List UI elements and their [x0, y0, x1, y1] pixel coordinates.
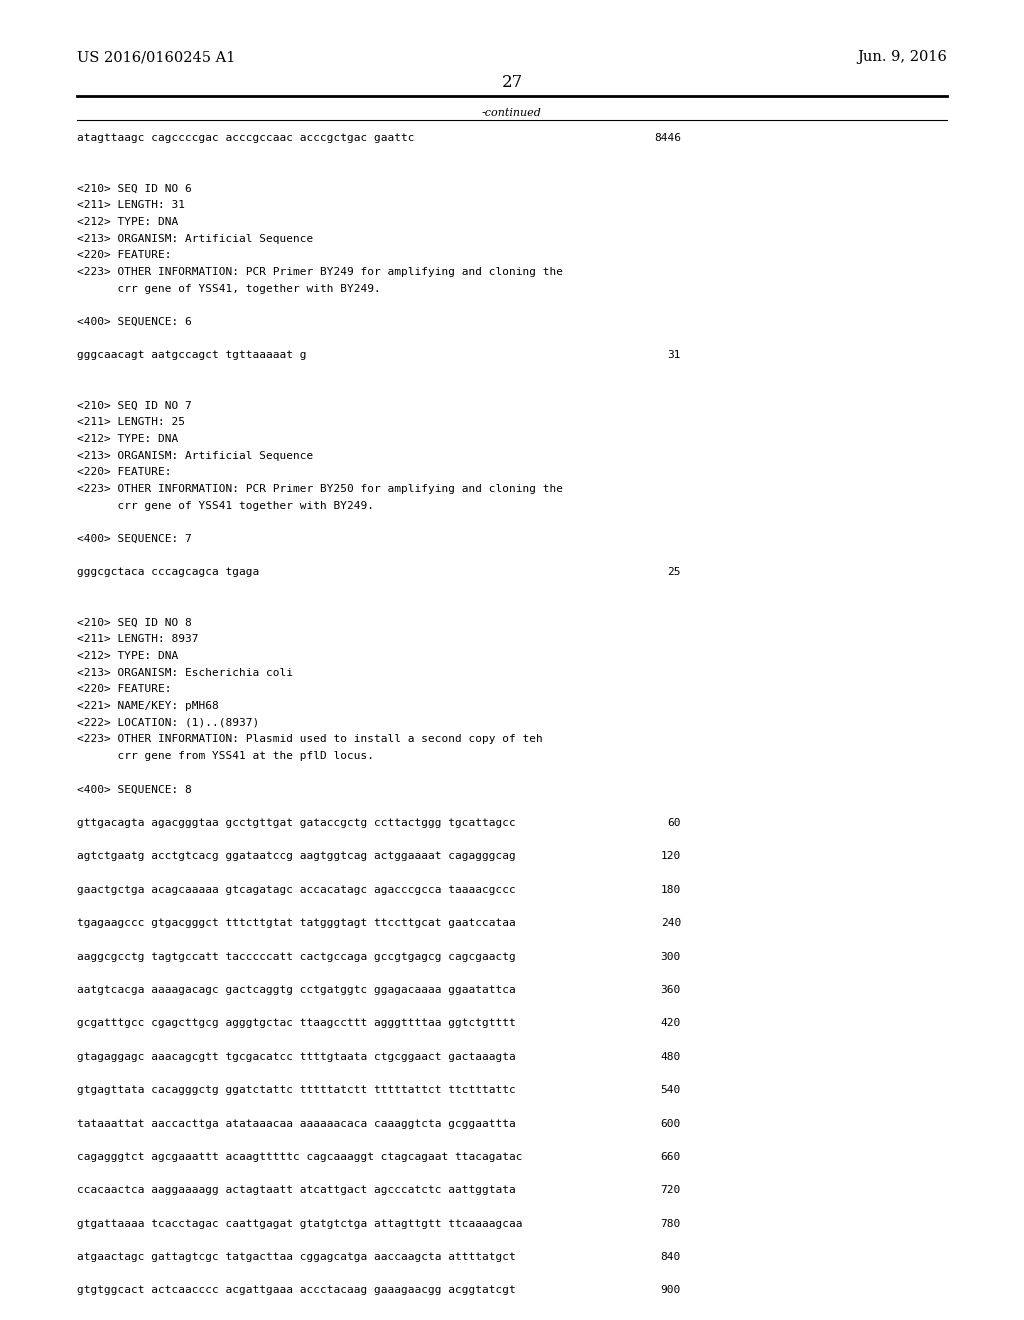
Text: 900: 900: [660, 1286, 681, 1295]
Text: gtgagttata cacagggctg ggatctattc tttttatctt tttttattct ttctttattc: gtgagttata cacagggctg ggatctattc tttttat…: [77, 1085, 515, 1096]
Text: <400> SEQUENCE: 8: <400> SEQUENCE: 8: [77, 784, 191, 795]
Text: 120: 120: [660, 851, 681, 862]
Text: <211> LENGTH: 8937: <211> LENGTH: 8937: [77, 634, 199, 644]
Text: <211> LENGTH: 25: <211> LENGTH: 25: [77, 417, 184, 428]
Text: gtagaggagc aaacagcgtt tgcgacatcc ttttgtaata ctgcggaact gactaaagta: gtagaggagc aaacagcgtt tgcgacatcc ttttgta…: [77, 1052, 515, 1061]
Text: 540: 540: [660, 1085, 681, 1096]
Text: US 2016/0160245 A1: US 2016/0160245 A1: [77, 50, 236, 65]
Text: crr gene of YSS41 together with BY249.: crr gene of YSS41 together with BY249.: [77, 500, 374, 511]
Text: <223> OTHER INFORMATION: PCR Primer BY250 for amplifying and cloning the: <223> OTHER INFORMATION: PCR Primer BY25…: [77, 484, 563, 494]
Text: atagttaagc cagccccgac acccgccaac acccgctgac gaattc: atagttaagc cagccccgac acccgccaac acccgct…: [77, 133, 415, 144]
Text: 300: 300: [660, 952, 681, 961]
Text: 240: 240: [660, 919, 681, 928]
Text: gttgacagta agacgggtaa gcctgttgat gataccgctg ccttactggg tgcattagcc: gttgacagta agacgggtaa gcctgttgat gataccg…: [77, 818, 515, 828]
Text: <211> LENGTH: 31: <211> LENGTH: 31: [77, 201, 184, 210]
Text: 8446: 8446: [654, 133, 681, 144]
Text: gtgtggcact actcaacccc acgattgaaa accctacaag gaaagaacgg acggtatcgt: gtgtggcact actcaacccc acgattgaaa accctac…: [77, 1286, 515, 1295]
Text: <212> TYPE: DNA: <212> TYPE: DNA: [77, 434, 178, 444]
Text: gaactgctga acagcaaaaa gtcagatagc accacatagc agacccgcca taaaacgccc: gaactgctga acagcaaaaa gtcagatagc accacat…: [77, 884, 515, 895]
Text: <210> SEQ ID NO 8: <210> SEQ ID NO 8: [77, 618, 191, 627]
Text: tataaattat aaccacttga atataaacaa aaaaaacaca caaaggtcta gcggaattta: tataaattat aaccacttga atataaacaa aaaaaac…: [77, 1118, 515, 1129]
Text: <222> LOCATION: (1)..(8937): <222> LOCATION: (1)..(8937): [77, 718, 259, 727]
Text: 480: 480: [660, 1052, 681, 1061]
Text: 60: 60: [668, 818, 681, 828]
Text: 840: 840: [660, 1253, 681, 1262]
Text: 660: 660: [660, 1152, 681, 1162]
Text: <220> FEATURE:: <220> FEATURE:: [77, 251, 171, 260]
Text: 27: 27: [502, 74, 522, 91]
Text: <223> OTHER INFORMATION: Plasmid used to install a second copy of teh: <223> OTHER INFORMATION: Plasmid used to…: [77, 734, 543, 744]
Text: 360: 360: [660, 985, 681, 995]
Text: <220> FEATURE:: <220> FEATURE:: [77, 467, 171, 478]
Text: crr gene of YSS41, together with BY249.: crr gene of YSS41, together with BY249.: [77, 284, 381, 293]
Text: Jun. 9, 2016: Jun. 9, 2016: [857, 50, 947, 65]
Text: <210> SEQ ID NO 6: <210> SEQ ID NO 6: [77, 183, 191, 194]
Text: 600: 600: [660, 1118, 681, 1129]
Text: <213> ORGANISM: Escherichia coli: <213> ORGANISM: Escherichia coli: [77, 668, 293, 677]
Text: <223> OTHER INFORMATION: PCR Primer BY249 for amplifying and cloning the: <223> OTHER INFORMATION: PCR Primer BY24…: [77, 267, 563, 277]
Text: crr gene from YSS41 at the pflD locus.: crr gene from YSS41 at the pflD locus.: [77, 751, 374, 762]
Text: 720: 720: [660, 1185, 681, 1196]
Text: 780: 780: [660, 1218, 681, 1229]
Text: <210> SEQ ID NO 7: <210> SEQ ID NO 7: [77, 400, 191, 411]
Text: atgaactagc gattagtcgc tatgacttaa cggagcatga aaccaagcta attttatgct: atgaactagc gattagtcgc tatgacttaa cggagca…: [77, 1253, 515, 1262]
Text: <212> TYPE: DNA: <212> TYPE: DNA: [77, 216, 178, 227]
Text: -continued: -continued: [482, 108, 542, 119]
Text: <221> NAME/KEY: pMH68: <221> NAME/KEY: pMH68: [77, 701, 218, 711]
Text: <212> TYPE: DNA: <212> TYPE: DNA: [77, 651, 178, 661]
Text: <213> ORGANISM: Artificial Sequence: <213> ORGANISM: Artificial Sequence: [77, 234, 313, 243]
Text: 180: 180: [660, 884, 681, 895]
Text: gtgattaaaa tcacctagac caattgagat gtatgtctga attagttgtt ttcaaaagcaa: gtgattaaaa tcacctagac caattgagat gtatgtc…: [77, 1218, 522, 1229]
Text: <220> FEATURE:: <220> FEATURE:: [77, 684, 171, 694]
Text: <400> SEQUENCE: 6: <400> SEQUENCE: 6: [77, 317, 191, 327]
Text: aaggcgcctg tagtgccatt tacccccatt cactgccaga gccgtgagcg cagcgaactg: aaggcgcctg tagtgccatt tacccccatt cactgcc…: [77, 952, 515, 961]
Text: agtctgaatg acctgtcacg ggataatccg aagtggtcag actggaaaat cagagggcag: agtctgaatg acctgtcacg ggataatccg aagtggt…: [77, 851, 515, 862]
Text: 25: 25: [668, 568, 681, 577]
Text: 31: 31: [668, 350, 681, 360]
Text: <213> ORGANISM: Artificial Sequence: <213> ORGANISM: Artificial Sequence: [77, 450, 313, 461]
Text: <400> SEQUENCE: 7: <400> SEQUENCE: 7: [77, 535, 191, 544]
Text: 420: 420: [660, 1018, 681, 1028]
Text: ccacaactca aaggaaaagg actagtaatt atcattgact agcccatctc aattggtata: ccacaactca aaggaaaagg actagtaatt atcattg…: [77, 1185, 515, 1196]
Text: gcgatttgcc cgagcttgcg agggtgctac ttaagccttt agggttttaa ggtctgtttt: gcgatttgcc cgagcttgcg agggtgctac ttaagcc…: [77, 1018, 515, 1028]
Text: cagagggtct agcgaaattt acaagtttttc cagcaaaggt ctagcagaat ttacagatac: cagagggtct agcgaaattt acaagtttttc cagcaa…: [77, 1152, 522, 1162]
Text: aatgtcacga aaaagacagc gactcaggtg cctgatggtc ggagacaaaa ggaatattca: aatgtcacga aaaagacagc gactcaggtg cctgatg…: [77, 985, 515, 995]
Text: gggcgctaca cccagcagca tgaga: gggcgctaca cccagcagca tgaga: [77, 568, 259, 577]
Text: tgagaagccc gtgacgggct tttcttgtat tatgggtagt ttccttgcat gaatccataa: tgagaagccc gtgacgggct tttcttgtat tatgggt…: [77, 919, 515, 928]
Text: gggcaacagt aatgccagct tgttaaaaat g: gggcaacagt aatgccagct tgttaaaaat g: [77, 350, 306, 360]
